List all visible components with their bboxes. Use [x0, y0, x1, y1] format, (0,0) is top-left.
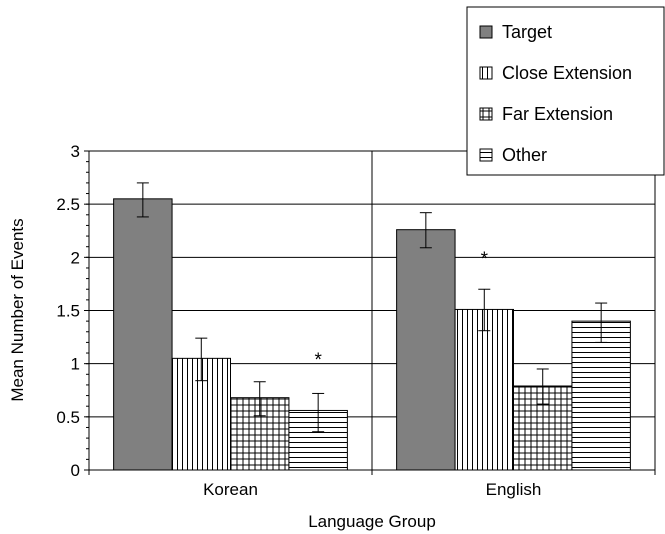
bar-solid [113, 198, 173, 471]
legend-swatch-grid [479, 107, 493, 121]
y-tick-label: 3 [71, 142, 80, 161]
bar-solid [396, 229, 456, 471]
y-axis-label: Mean Number of Events [8, 218, 27, 401]
legend-swatch-horizontal [479, 148, 493, 162]
legend-swatch-solid [479, 25, 493, 39]
y-tick-label: 2 [71, 248, 80, 267]
legend-label: Far Extension [502, 104, 613, 124]
bar-vertical [454, 308, 514, 471]
y-tick-label: 1.5 [56, 302, 80, 321]
significance-marker: * [481, 249, 489, 270]
x-axis-label: Language Group [308, 512, 436, 531]
legend-swatch-vertical [479, 66, 493, 80]
y-tick-label: 0 [71, 461, 80, 480]
x-tick-label: Korean [203, 480, 258, 499]
significance-marker: * [314, 350, 322, 371]
error-bars [136, 182, 608, 433]
annotations: ** [314, 249, 488, 371]
x-axis: Korean English [88, 469, 656, 499]
legend: Target Close Extension Far Extension Other [466, 6, 665, 176]
legend-box [466, 6, 665, 176]
x-tick-label: English [486, 480, 542, 499]
bars [113, 198, 631, 471]
y-tick-label: 1 [71, 355, 80, 374]
y-tick-label: 0.5 [56, 408, 80, 427]
legend-label: Other [502, 145, 547, 165]
y-tick-label: 2.5 [56, 195, 80, 214]
legend-label: Target [502, 22, 552, 42]
legend-label: Close Extension [502, 63, 632, 83]
y-axis: 0 0.5 1 1.5 2 2.5 3 [56, 142, 90, 480]
bar-horizontal [571, 320, 631, 471]
